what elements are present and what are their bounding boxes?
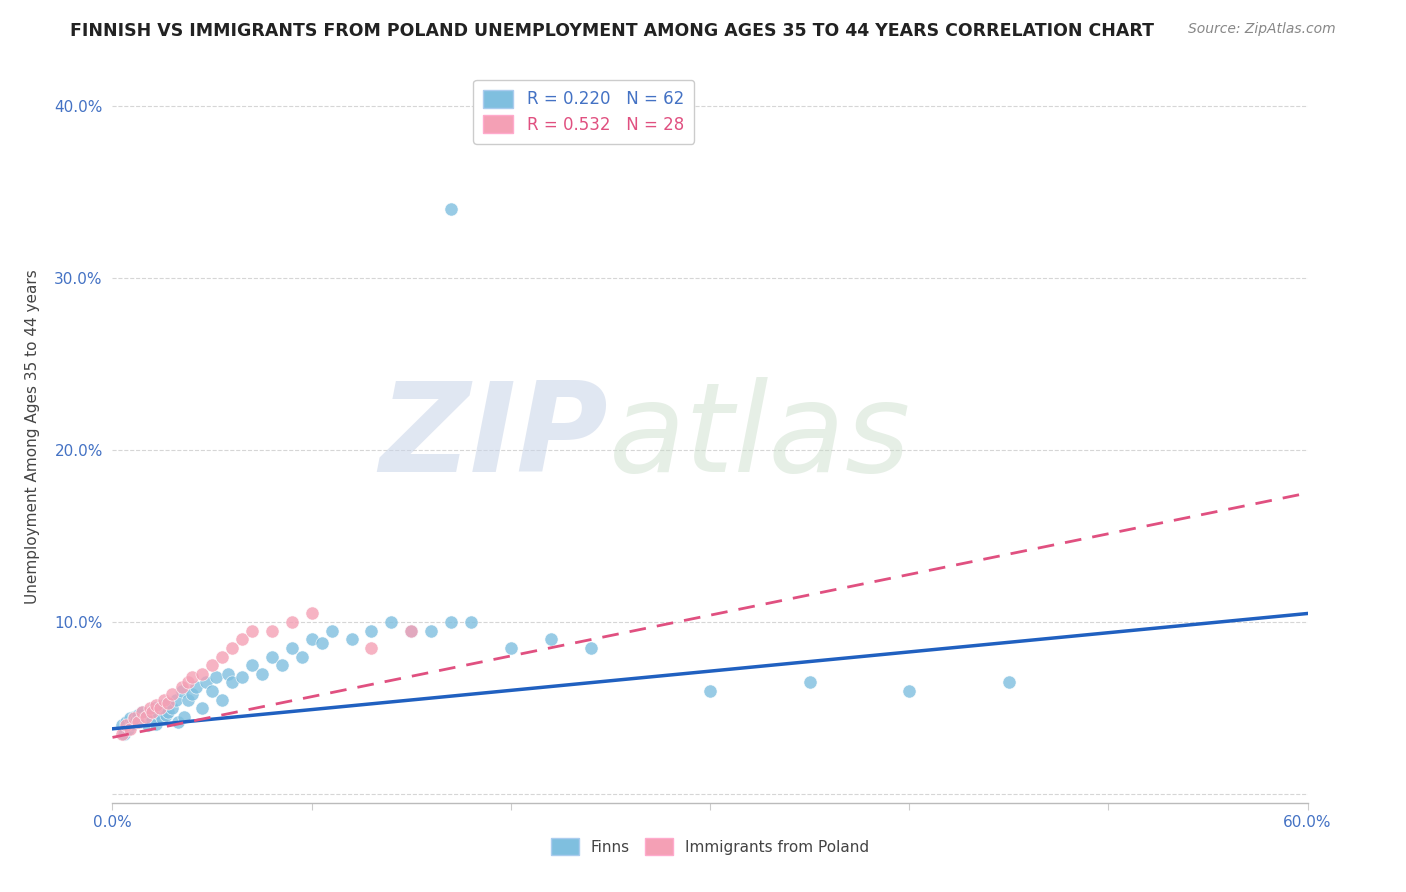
Point [217, 666, 239, 681]
Point [129, 714, 152, 729]
Point [177, 692, 200, 706]
Point [149, 701, 172, 715]
Point [157, 705, 180, 719]
Point [540, 632, 562, 647]
Point [311, 636, 333, 650]
Point [231, 670, 253, 684]
Point [145, 716, 167, 731]
Point [141, 713, 163, 727]
Point [145, 698, 167, 712]
Point [201, 658, 224, 673]
Point [270, 658, 292, 673]
Point [191, 666, 214, 681]
Point [380, 615, 402, 629]
Point [150, 711, 173, 725]
Point [420, 624, 443, 638]
Point [360, 624, 382, 638]
Point [301, 632, 323, 647]
Text: FINNISH VS IMMIGRANTS FROM POLAND UNEMPLOYMENT AMONG AGES 35 TO 44 YEARS CORRELA: FINNISH VS IMMIGRANTS FROM POLAND UNEMPL… [70, 22, 1154, 40]
Point [173, 710, 195, 724]
Point [221, 675, 243, 690]
Point [301, 607, 323, 621]
Point [181, 670, 204, 684]
Point [260, 649, 283, 664]
Point [165, 692, 187, 706]
Point [281, 640, 304, 655]
Point [191, 701, 214, 715]
Point [139, 701, 162, 715]
Point [998, 675, 1021, 690]
Point [124, 711, 146, 725]
Point [250, 666, 273, 681]
Point [181, 687, 204, 701]
Point [120, 711, 142, 725]
Point [167, 714, 190, 729]
Point [499, 640, 522, 655]
Point [186, 681, 208, 695]
Point [115, 714, 138, 729]
Point [153, 692, 176, 706]
Point [148, 706, 170, 721]
Point [321, 624, 343, 638]
Point [260, 624, 283, 638]
Point [125, 713, 148, 727]
Point [195, 675, 218, 690]
Point [153, 698, 176, 712]
Point [131, 705, 153, 719]
Point [127, 714, 149, 729]
Point [141, 705, 163, 719]
Point [898, 684, 921, 698]
Point [124, 710, 146, 724]
Point [211, 692, 233, 706]
Point [240, 658, 263, 673]
Point [177, 675, 200, 690]
Point [111, 727, 134, 741]
Point [143, 701, 166, 715]
Point [131, 705, 153, 719]
Point [401, 624, 423, 638]
Point [117, 722, 139, 736]
Point [120, 722, 142, 736]
Point [440, 202, 463, 216]
Point [221, 640, 243, 655]
Point [162, 701, 183, 715]
Point [205, 670, 228, 684]
Point [155, 708, 177, 723]
Point [115, 718, 138, 732]
Point [240, 624, 263, 638]
Point [121, 716, 143, 731]
Point [172, 684, 194, 698]
Point [340, 632, 363, 647]
Y-axis label: Unemployment Among Ages 35 to 44 years: Unemployment Among Ages 35 to 44 years [25, 269, 41, 605]
Point [134, 711, 156, 725]
Point [157, 696, 180, 710]
Point [281, 615, 304, 629]
Point [138, 718, 160, 732]
Point [111, 718, 134, 732]
Point [211, 649, 233, 664]
Point [139, 708, 162, 723]
Text: Source: ZipAtlas.com: Source: ZipAtlas.com [1188, 22, 1336, 37]
Point [114, 727, 135, 741]
Text: atlas: atlas [609, 376, 911, 498]
Point [579, 640, 602, 655]
Point [440, 615, 463, 629]
Point [135, 710, 157, 724]
Point [291, 649, 314, 664]
Point [162, 687, 183, 701]
Point [127, 708, 149, 723]
Legend: Finns, Immigrants from Poland: Finns, Immigrants from Poland [546, 832, 875, 861]
Point [201, 684, 224, 698]
Point [699, 684, 721, 698]
Point [360, 640, 382, 655]
Point [231, 632, 253, 647]
Text: ZIP: ZIP [380, 376, 609, 498]
Point [401, 624, 423, 638]
Point [799, 675, 821, 690]
Point [460, 615, 482, 629]
Point [172, 681, 194, 695]
